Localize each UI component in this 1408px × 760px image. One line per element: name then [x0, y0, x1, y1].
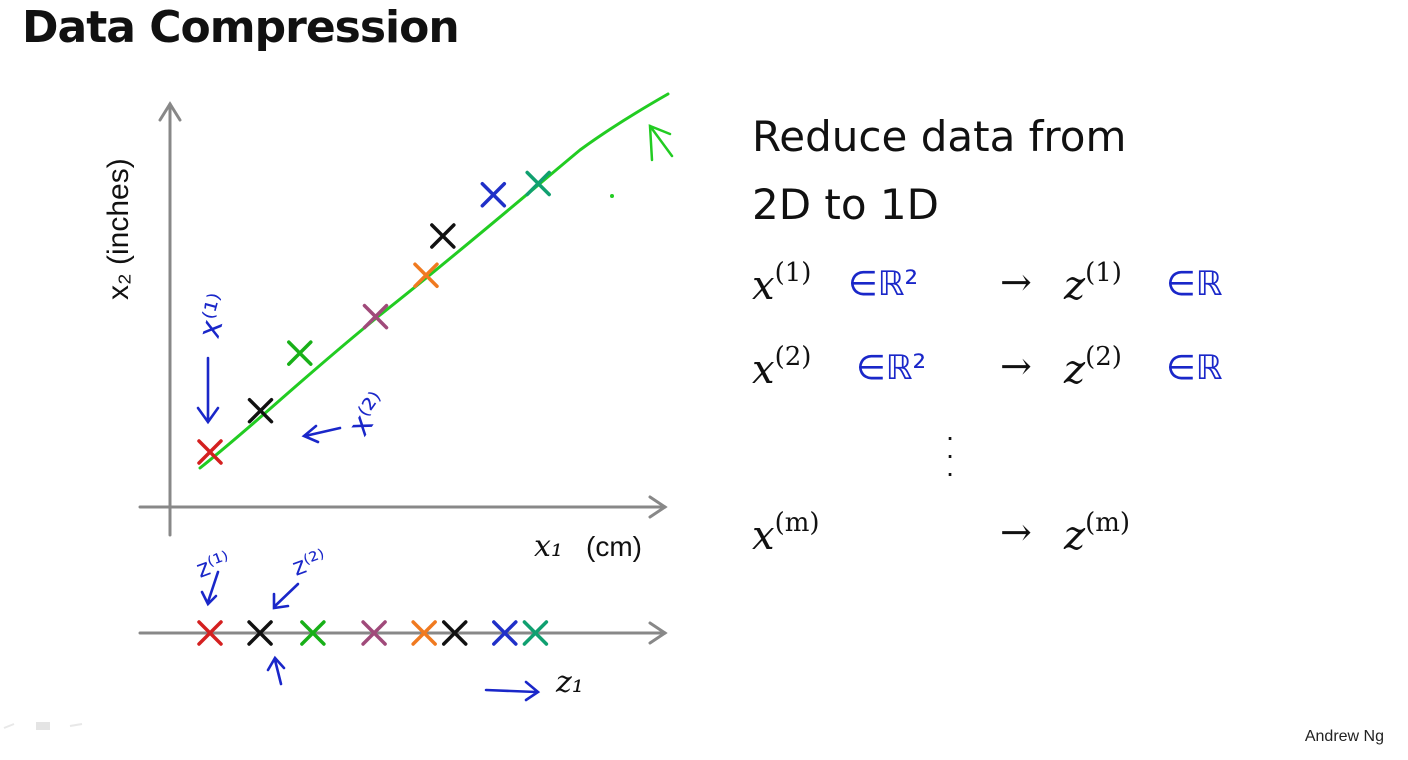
mapping-row-2: x(2) ∈ℝ² → z(2) ∈ℝ: [752, 342, 1272, 402]
y-axis-arrowhead: [158, 101, 182, 122]
projected-point-1d: [197, 620, 223, 646]
x-axis-label-unit: (cm): [586, 531, 642, 562]
z2-arrow: [272, 582, 300, 610]
lhs-expression: x(m): [752, 508, 820, 559]
map-arrow: →: [1000, 510, 1032, 554]
projected-point-1d: [492, 620, 518, 646]
z1-arrow: [200, 570, 220, 607]
player-controls-faint: [3, 722, 83, 730]
projected-point-1d: [300, 620, 326, 646]
lhs-domain-note: ∈ℝ²: [848, 264, 919, 304]
map-arrow: →: [1000, 344, 1032, 388]
rhs-expression: z(1): [1064, 258, 1122, 309]
vertical-ellipsis: · · ·: [945, 421, 955, 488]
data-point-2d: [247, 397, 274, 424]
lhs-expression: x(1): [752, 258, 812, 309]
z1-annotation: z⁽¹⁾: [192, 546, 234, 584]
points-1d: [197, 620, 549, 646]
slide-title: Data Compression: [22, 2, 460, 53]
x-axis-label-var: x₁: [534, 529, 563, 564]
points-2d: [197, 170, 551, 465]
rhs-expression: z(2): [1064, 342, 1122, 393]
rhs-domain-note: ∈ℝ: [1166, 348, 1223, 388]
z2-annotation: z⁽²⁾: [288, 544, 330, 582]
projection-figure: x₂ (inches) x₁ (cm) z₁ x⁽¹⁾ x⁽²⁾ z⁽¹⁾ z⁽…: [102, 92, 674, 702]
map-arrow: →: [1000, 260, 1032, 304]
x2-arrow: [301, 424, 342, 444]
x1-annotation: x⁽¹⁾: [192, 290, 237, 342]
x2-annotation: x⁽²⁾: [342, 386, 396, 443]
projected-point-1d: [361, 620, 387, 646]
y-axis-label: x₂ (inches): [102, 158, 135, 300]
up-arrow: [266, 655, 286, 686]
reduce-line-2: 2D to 1D: [752, 180, 939, 229]
annotations: [196, 356, 541, 702]
z-axis-arrowhead: [648, 621, 668, 645]
z-direction-arrow: [484, 680, 541, 702]
projected-point-1d: [411, 620, 437, 646]
projected-point-1d: [522, 620, 549, 646]
projected-point-1d: [441, 620, 468, 646]
green-arrow-mark: [648, 124, 674, 162]
mapping-row-m: x(m) → z(m): [752, 508, 1272, 568]
axes: [138, 101, 668, 645]
data-point-2d: [480, 181, 507, 208]
author-credit: Andrew Ng: [1304, 728, 1384, 745]
data-point-2d: [525, 170, 551, 197]
projected-point-1d: [247, 620, 273, 646]
lhs-domain-note: ∈ℝ²: [856, 348, 927, 388]
data-point-2d: [287, 340, 313, 366]
mapping-row-1: x(1) ∈ℝ² → z(1) ∈ℝ: [752, 258, 1272, 318]
reduce-line-1: Reduce data from: [752, 112, 1127, 161]
data-point-2d: [197, 439, 223, 465]
data-point-2d: [362, 303, 389, 330]
data-point-2d: [430, 223, 456, 249]
green-dot-mark: [610, 194, 614, 198]
projection-line: [198, 92, 670, 470]
rhs-domain-note: ∈ℝ: [1166, 264, 1223, 304]
x1-arrow: [196, 356, 220, 425]
x-axis-arrowhead: [648, 495, 668, 519]
lhs-expression: x(2): [752, 342, 812, 393]
z-axis-label: z₁: [555, 665, 584, 700]
rhs-expression: z(m): [1064, 508, 1131, 559]
data-point-2d: [413, 262, 439, 289]
